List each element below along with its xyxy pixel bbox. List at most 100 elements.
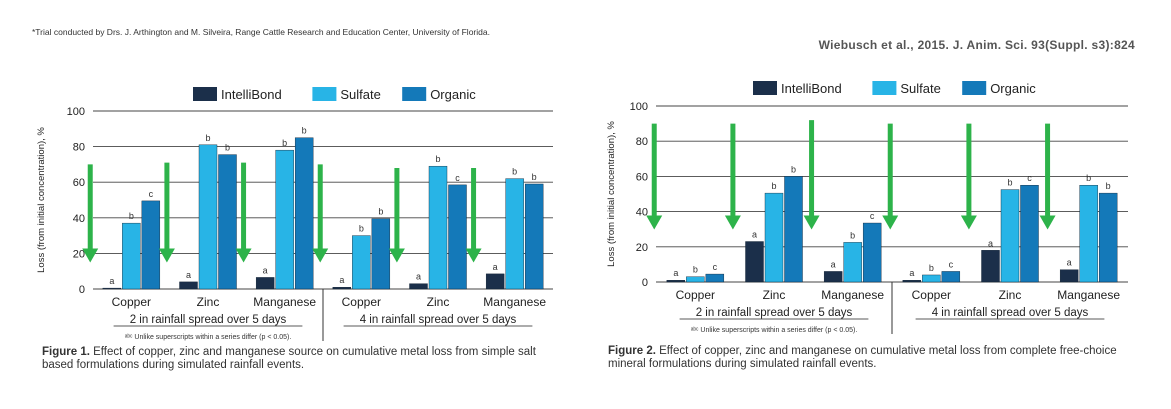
superscript-note: ᵃᵇᶜ Unlike superscripts within a series … [125,334,292,341]
down-arrow-icon [82,164,99,263]
bar-intellibond [485,273,505,290]
figure-2-caption: Figure 2. Effect of copper, zinc and man… [608,345,1128,371]
x-tick-label: Manganese [483,295,546,309]
x-tick-label: Copper [112,295,151,309]
bar-superscript-label: b [435,154,440,164]
legend-swatch-sulfate [312,87,337,101]
legend-label-intellibond: IntelliBond [781,81,842,96]
x-tick-label: Zinc [427,295,450,309]
superscript-note: ᵃᵇᶜ Unlike superscripts within a series … [691,327,858,334]
bar-superscript-label: b [129,211,134,221]
bar-sulfate [922,274,941,283]
citation: Wiebusch et al., 2015. J. Anim. Sci. 93(… [818,38,1135,52]
figure-2-caption-label: Figure 2. [608,345,656,357]
bar-superscript-label: b [225,143,230,153]
bar-sulfate [764,192,784,283]
figure-2-caption-text: Effect of copper, zinc and manganese on … [608,345,1117,370]
bar-superscript-label: a [909,268,914,278]
bar-superscript-label: b [850,230,855,240]
bar-sulfate [122,222,141,290]
bar-sulfate [505,178,524,290]
bar-superscript-label: b [512,167,517,177]
trial-footnote: *Trial conducted by Drs. J. Arthington a… [32,27,490,37]
bar-superscript-label: a [752,230,757,240]
y-tick-label: 60 [73,177,85,189]
legend-label-organic: Organic [990,81,1036,96]
down-arrow-icon [646,123,663,230]
bar-sulfate [352,235,371,290]
legend-swatch-organic [402,87,427,101]
legend-swatch-sulfate [872,81,897,95]
group-label: 2 in rainfall spread over 5 days [130,314,287,326]
down-arrow-icon [1039,123,1056,230]
bar-sulfate [843,242,862,283]
bar-superscript-label: b [929,263,934,273]
x-tick-label: Copper [676,288,715,302]
y-tick-label: 100 [630,101,648,113]
bar-superscript-label: b [771,181,776,191]
figure-1-caption-text: Effect of copper, zinc and manganese sou… [42,346,536,371]
bar-superscript-label: b [693,265,698,275]
bar-superscript-label: c [1027,173,1032,183]
bar-intellibond [666,280,686,283]
bar-intellibond [179,281,198,290]
legend: IntelliBond Sulfate Organic [753,81,1036,96]
bar-superscript-label: a [416,272,421,282]
bar-intellibond [255,277,275,290]
bar-superscript-label: c [455,173,460,183]
bar-organic [448,184,467,290]
figure-1-caption: Figure 1. Effect of copper, zinc and man… [42,346,562,372]
down-arrow-icon [803,120,820,230]
bar-superscript-label: a [1067,258,1072,268]
bar-superscript-label: a [493,262,498,272]
legend-label-sulfate: Sulfate [340,87,380,102]
x-tick-label: Copper [912,288,951,302]
y-axis-label: Loss (from initial concentration), % [606,121,617,267]
bar-superscript-label: b [359,224,364,234]
bar-sulfate [1000,189,1020,283]
bar-superscript-label: b [205,133,210,143]
legend-swatch-intellibond [753,81,777,95]
group-label: 2 in rainfall spread over 5 days [696,307,853,319]
y-tick-label: 40 [636,207,648,219]
x-tick-label: Copper [342,295,381,309]
y-tick-label: 0 [79,284,85,296]
bar-superscript-label: b [532,172,537,182]
bar-intellibond [981,250,1000,283]
bar-sulfate [686,276,705,283]
bar-superscript-label: c [949,259,954,269]
bar-sulfate [1079,184,1098,283]
bar-intellibond [332,287,352,290]
bar-superscript-label: a [673,268,678,278]
x-tick-label: Manganese [821,288,884,302]
bar-superscript-label: b [1007,178,1012,188]
x-tick-label: Zinc [763,288,786,302]
y-tick-label: 20 [636,242,648,254]
y-tick-label: 20 [73,248,85,260]
down-arrow-icon [960,123,977,230]
figure-1-chart: IntelliBond Sulfate Organic 0 20 40 60 80 100 Los… [36,87,553,341]
legend-swatch-intellibond [193,87,217,101]
down-arrow-icon [724,123,741,230]
legend: IntelliBond Sulfate Organic [193,87,476,102]
legend-label-sulfate: Sulfate [900,81,940,96]
bar-organic [371,218,391,290]
y-tick-label: 60 [636,171,648,183]
y-axis-label: Loss (from initial concentration), % [36,127,47,273]
figure-2-chart: IntelliBond Sulfate Organic 0 20 40 60 80 100 Los… [606,81,1128,334]
bar-intellibond [823,271,843,283]
bar-superscript-label: b [1106,181,1111,191]
bar-organic [1020,184,1039,283]
bar-organic [941,271,961,283]
bar-superscript-label: c [149,189,154,199]
bar-intellibond [1059,269,1079,283]
bar-intellibond [102,287,122,290]
bar-organic [218,154,237,290]
group-label: 4 in rainfall spread over 5 days [932,307,1089,319]
x-tick-label: Zinc [197,295,220,309]
bar-superscript-label: a [263,265,268,275]
bar-superscript-label: b [282,138,287,148]
bar-sulfate [275,149,294,290]
group-label: 4 in rainfall spread over 5 days [360,314,517,326]
bar-organic [141,200,161,290]
